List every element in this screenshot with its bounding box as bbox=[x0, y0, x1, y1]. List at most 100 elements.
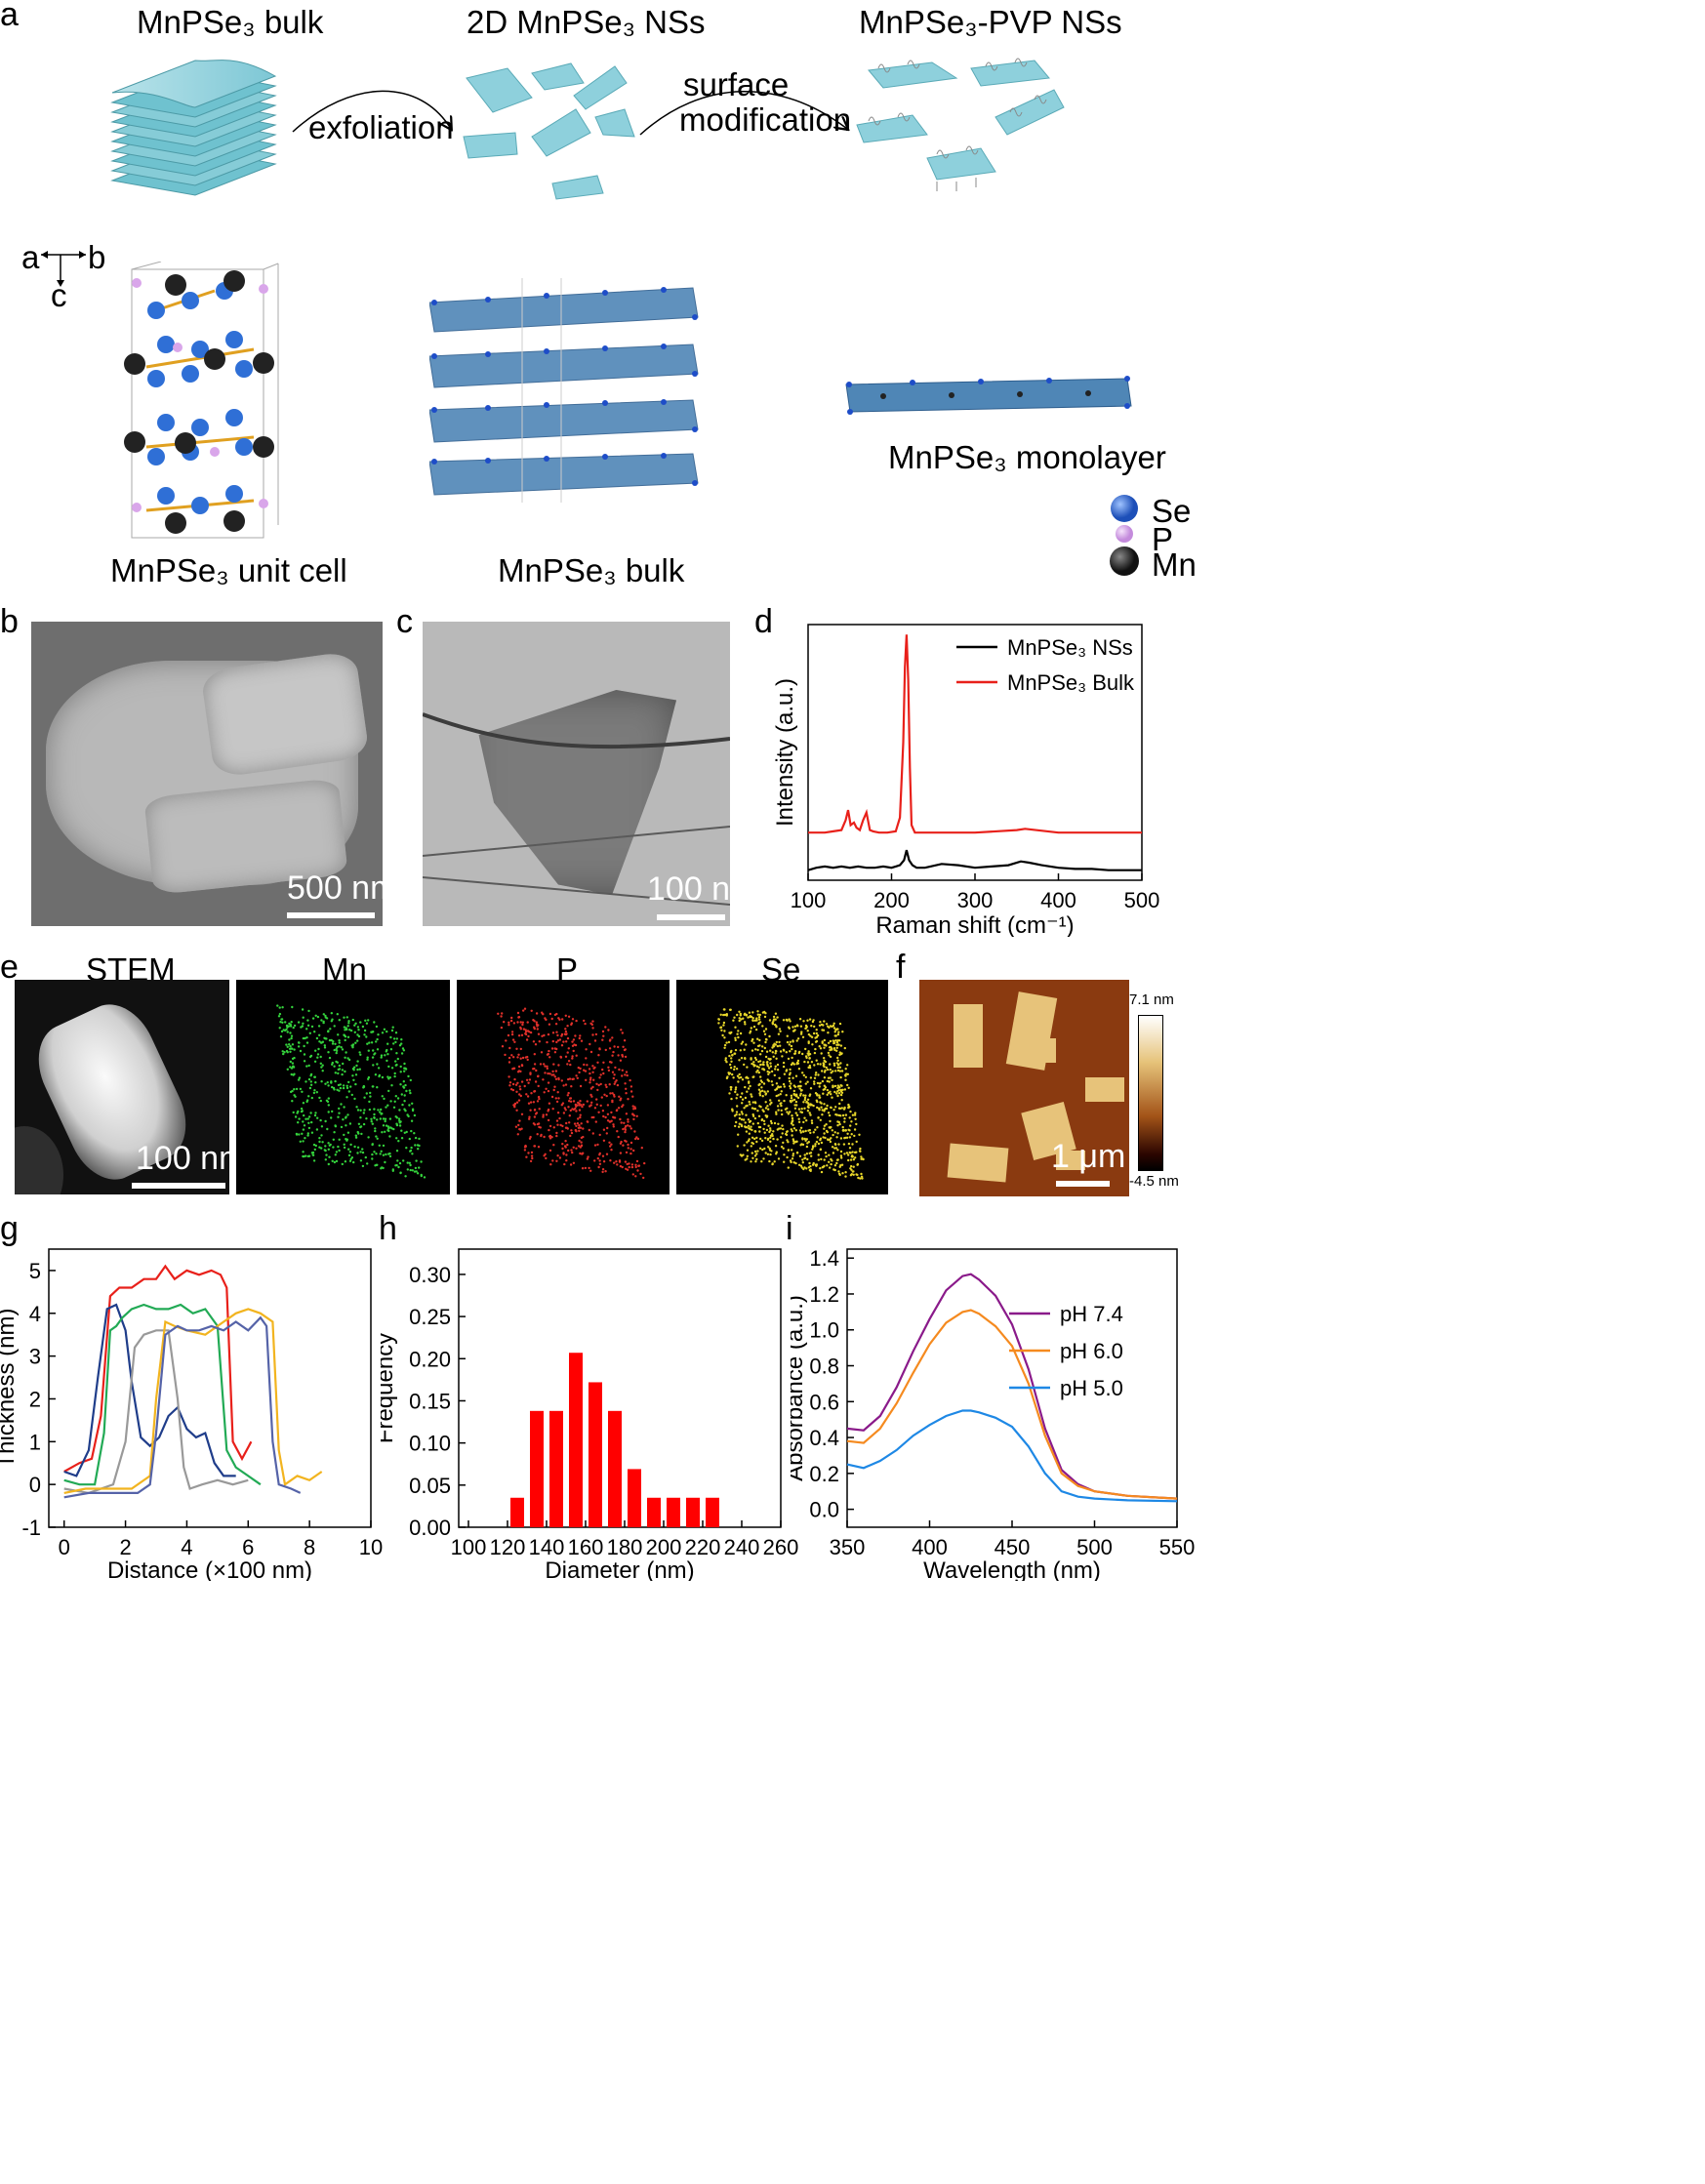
label-bulk: MnPSe₃ bulk bbox=[137, 4, 324, 40]
y-axis-label: Frequency bbox=[381, 1333, 398, 1443]
eds-dot bbox=[372, 1049, 375, 1052]
y-tick-label: 2 bbox=[29, 1387, 41, 1411]
eds-dot bbox=[313, 1060, 317, 1063]
eds-dot bbox=[611, 1092, 614, 1095]
eds-dot bbox=[731, 1108, 734, 1111]
eds-dot bbox=[808, 1112, 811, 1114]
eds-dot bbox=[611, 1036, 614, 1039]
eds-dot bbox=[304, 1117, 307, 1120]
eds-dot bbox=[823, 1071, 827, 1073]
eds-dot bbox=[778, 1076, 781, 1079]
eds-dot bbox=[829, 1140, 832, 1144]
eds-dot bbox=[734, 1026, 737, 1029]
eds-dot bbox=[762, 1082, 766, 1085]
eds-dot bbox=[609, 1120, 612, 1123]
legend-mn-marker bbox=[1110, 546, 1139, 576]
eds-dot bbox=[777, 1109, 780, 1112]
eds-dot bbox=[537, 1146, 541, 1149]
eds-dot bbox=[755, 1136, 758, 1140]
eds-dot bbox=[504, 1053, 507, 1057]
eds-dot bbox=[736, 1105, 739, 1108]
eds-dot bbox=[722, 1021, 726, 1025]
eds-dot bbox=[291, 1043, 295, 1046]
eds-dot bbox=[809, 1131, 812, 1135]
eds-dot bbox=[516, 1011, 520, 1015]
eds-dot bbox=[629, 1090, 633, 1093]
eds-dot bbox=[282, 1052, 285, 1056]
eds-dot bbox=[759, 1137, 762, 1141]
eds-dot bbox=[400, 1137, 404, 1140]
eds-dot bbox=[589, 1042, 591, 1046]
eds-dot bbox=[371, 1143, 374, 1147]
eds-dot bbox=[860, 1155, 863, 1158]
eds-dot bbox=[840, 1070, 844, 1072]
eds-dot bbox=[836, 1069, 840, 1072]
eds-dot bbox=[307, 1126, 311, 1130]
eds-dot bbox=[555, 1159, 558, 1162]
eds-dot bbox=[601, 1038, 604, 1041]
eds-dot bbox=[823, 1087, 827, 1091]
eds-dot bbox=[405, 1130, 408, 1134]
eds-dot bbox=[550, 1095, 554, 1099]
series-line bbox=[63, 1303, 236, 1477]
eds-dot bbox=[847, 1153, 850, 1156]
eds-dot bbox=[628, 1165, 630, 1169]
eds-dot bbox=[788, 1079, 792, 1083]
unit-cell-structure bbox=[124, 262, 279, 539]
series-line bbox=[63, 1329, 249, 1495]
eds-dot bbox=[746, 1141, 749, 1144]
eds-dot bbox=[555, 1100, 559, 1104]
eds-dot bbox=[735, 1120, 738, 1124]
eds-dot bbox=[593, 1144, 597, 1147]
eds-dot bbox=[505, 1039, 507, 1042]
eds-dot bbox=[398, 1109, 401, 1112]
eds-dot bbox=[548, 1128, 550, 1132]
eds-dot bbox=[829, 1076, 832, 1079]
legend-se-label: Se bbox=[1152, 493, 1192, 529]
eds-dot bbox=[545, 1113, 548, 1116]
eds-dot bbox=[588, 1166, 590, 1170]
eds-dot bbox=[345, 1016, 348, 1019]
eds-dot bbox=[386, 1030, 388, 1033]
eds-dot bbox=[376, 1037, 379, 1041]
eds-dot bbox=[613, 1161, 616, 1164]
eds-dot bbox=[386, 1104, 389, 1107]
eds-dot bbox=[577, 1117, 580, 1120]
eds-dot bbox=[401, 1103, 404, 1107]
eds-dot bbox=[597, 1111, 600, 1113]
eds-dot bbox=[860, 1172, 863, 1176]
eds-dot bbox=[509, 1019, 513, 1023]
eds-dot bbox=[570, 1085, 573, 1088]
eds-dot bbox=[578, 1071, 581, 1074]
eds-dot bbox=[510, 1031, 514, 1033]
eds-dot bbox=[544, 1072, 547, 1074]
eds-dot bbox=[384, 1160, 386, 1164]
eds-dot bbox=[797, 1051, 800, 1055]
eds-dot bbox=[834, 1039, 837, 1042]
eds-dot bbox=[582, 1127, 585, 1130]
eds-dot bbox=[815, 1029, 818, 1031]
eds-dot bbox=[816, 1136, 819, 1139]
eds-dot bbox=[306, 1019, 309, 1022]
eds-dot bbox=[376, 1063, 379, 1066]
eds-dot bbox=[591, 1020, 594, 1023]
eds-dot bbox=[283, 1051, 286, 1054]
eds-dot bbox=[578, 1036, 581, 1040]
eds-dot bbox=[757, 1071, 760, 1074]
eds-dot bbox=[306, 1024, 310, 1027]
eds-dot bbox=[629, 1148, 632, 1151]
eds-dot bbox=[624, 1048, 627, 1051]
eds-dot bbox=[417, 1148, 420, 1151]
eds-dot bbox=[517, 1016, 520, 1019]
eds-dot bbox=[574, 1128, 577, 1132]
eds-dot bbox=[843, 1088, 847, 1091]
eds-dot bbox=[601, 1170, 604, 1174]
eds-dot bbox=[792, 1153, 795, 1155]
eds-dot bbox=[717, 1022, 720, 1025]
eds-dot bbox=[777, 1157, 781, 1160]
eds-dot bbox=[839, 1062, 842, 1065]
eds-dot bbox=[517, 1099, 521, 1102]
atom-legend-markers bbox=[1110, 495, 1139, 576]
eds-dot bbox=[821, 1029, 824, 1031]
eds-dot bbox=[580, 1104, 583, 1107]
